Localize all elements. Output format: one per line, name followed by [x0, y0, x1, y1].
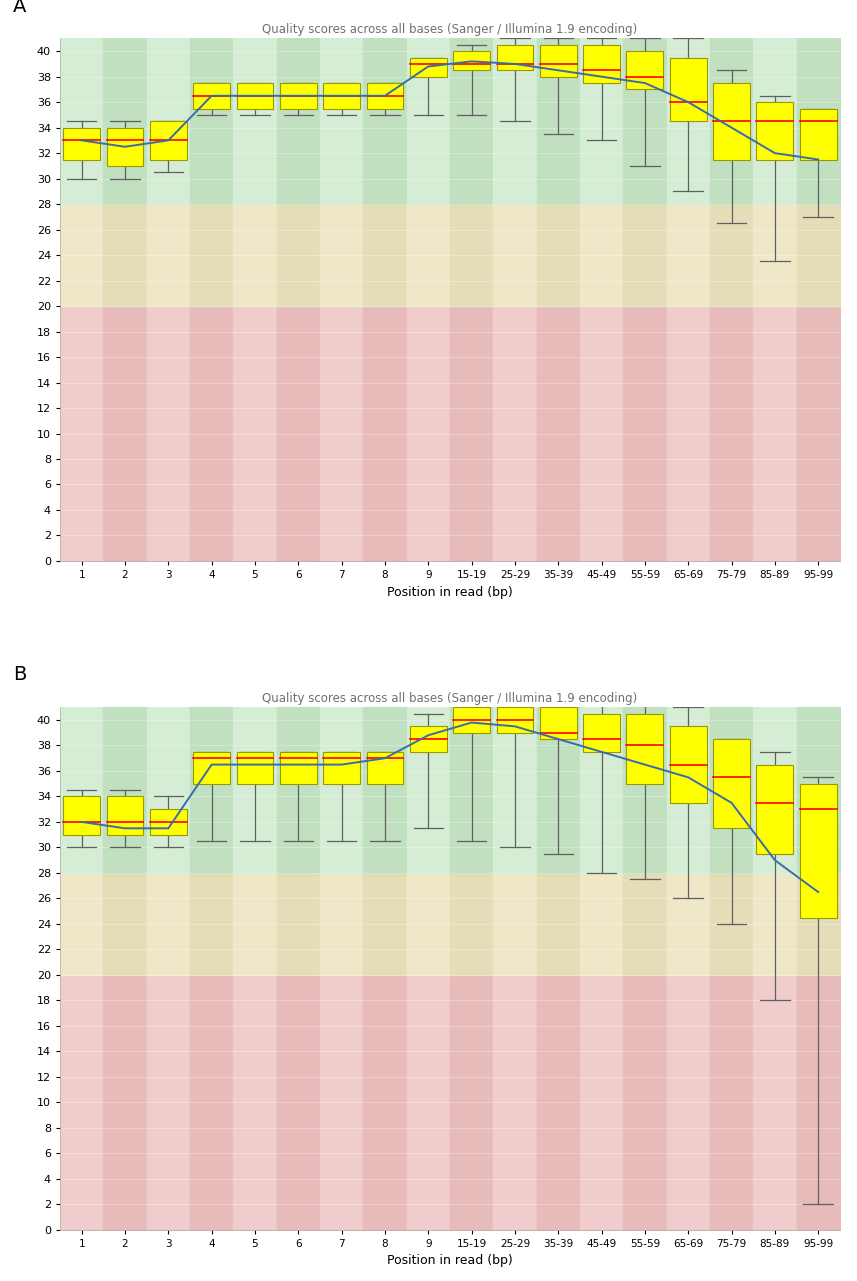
- Bar: [63, 128, 100, 160]
- Bar: [626, 714, 663, 784]
- Bar: [63, 797, 100, 835]
- Bar: [237, 83, 273, 109]
- Bar: [800, 109, 836, 160]
- Bar: [150, 122, 187, 160]
- Bar: [410, 58, 446, 77]
- Bar: [280, 83, 317, 109]
- Bar: [583, 714, 620, 752]
- Bar: [757, 765, 794, 854]
- Bar: [193, 752, 230, 784]
- Bar: [280, 752, 317, 784]
- Title: Quality scores across all bases (Sanger / Illumina 1.9 encoding): Quality scores across all bases (Sanger …: [262, 692, 638, 705]
- Bar: [323, 752, 360, 784]
- Bar: [757, 102, 794, 160]
- Bar: [323, 83, 360, 109]
- X-axis label: Position in read (bp): Position in read (bp): [387, 585, 512, 598]
- Bar: [670, 58, 707, 122]
- Bar: [800, 784, 836, 917]
- Bar: [367, 83, 404, 109]
- Text: B: B: [13, 665, 27, 684]
- Bar: [670, 726, 707, 803]
- Title: Quality scores across all bases (Sanger / Illumina 1.9 encoding): Quality scores across all bases (Sanger …: [262, 23, 638, 36]
- Bar: [106, 797, 143, 835]
- Bar: [453, 707, 490, 733]
- Bar: [367, 752, 404, 784]
- Bar: [626, 51, 663, 90]
- Bar: [193, 83, 230, 109]
- Bar: [540, 707, 577, 739]
- Bar: [713, 83, 750, 160]
- Bar: [237, 752, 273, 784]
- Bar: [410, 726, 446, 752]
- Bar: [540, 45, 577, 77]
- Bar: [496, 707, 533, 733]
- Bar: [713, 739, 750, 829]
- Bar: [453, 51, 490, 70]
- Bar: [150, 810, 187, 835]
- X-axis label: Position in read (bp): Position in read (bp): [387, 1254, 512, 1267]
- Bar: [106, 128, 143, 165]
- Bar: [496, 45, 533, 70]
- Bar: [583, 45, 620, 83]
- Text: A: A: [13, 0, 27, 15]
